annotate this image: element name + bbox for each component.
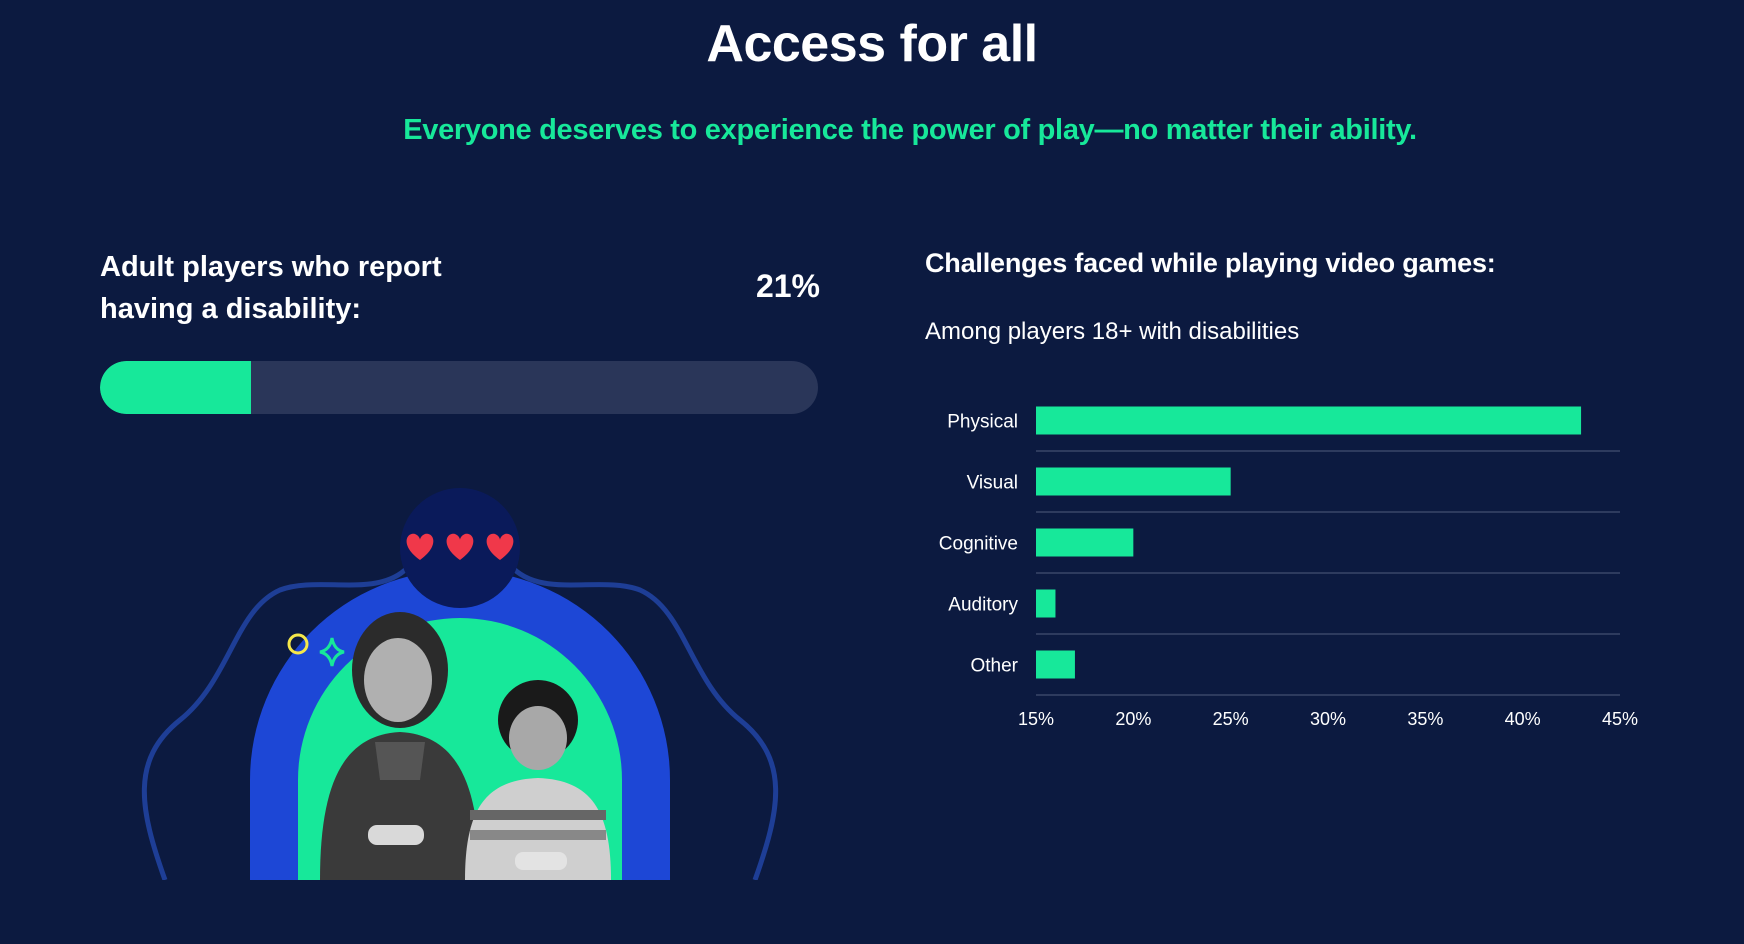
x-tick-label: 30% bbox=[1310, 709, 1346, 729]
chart-title: Challenges faced while playing video gam… bbox=[925, 248, 1496, 278]
bar bbox=[1036, 406, 1582, 435]
x-tick-label: 45% bbox=[1602, 709, 1638, 729]
gamers-illustration bbox=[141, 488, 779, 880]
progress-bar-fill bbox=[100, 361, 251, 414]
wavy-outline bbox=[141, 563, 779, 880]
bar bbox=[1036, 650, 1075, 679]
bar bbox=[1036, 467, 1231, 496]
progress-bar bbox=[100, 361, 818, 414]
diamond-sparkle-icon bbox=[319, 637, 345, 667]
player-child bbox=[465, 680, 611, 880]
x-tick-label: 20% bbox=[1115, 709, 1151, 729]
category-label: Physical bbox=[947, 412, 1018, 433]
bar bbox=[1036, 528, 1134, 557]
category-label: Visual bbox=[967, 473, 1018, 494]
player-adult bbox=[320, 612, 480, 880]
stat-label: Adult players who report having a disabi… bbox=[100, 251, 442, 325]
heart-icon bbox=[486, 533, 514, 560]
heart-icon bbox=[446, 533, 474, 560]
x-tick-label: 40% bbox=[1505, 709, 1541, 729]
category-label: Other bbox=[970, 656, 1018, 677]
heart-icon bbox=[406, 533, 434, 560]
category-label: Auditory bbox=[948, 595, 1018, 616]
page-subtitle: Everyone deserves to experience the powe… bbox=[403, 114, 1417, 146]
challenges-bar-chart: Physical Visual Cognitive Auditory Other 15% 2… bbox=[939, 406, 1638, 729]
stat-value: 21% bbox=[755, 268, 820, 304]
category-label: Cognitive bbox=[939, 534, 1018, 555]
page-title: Access for all bbox=[706, 15, 1038, 73]
circle-sparkle-icon bbox=[287, 633, 309, 655]
chart-subtitle: Among players 18+ with disabilities bbox=[925, 318, 1300, 345]
bar bbox=[1036, 589, 1056, 618]
x-tick-label: 25% bbox=[1213, 709, 1249, 729]
x-tick-label: 35% bbox=[1407, 709, 1443, 729]
x-tick-label: 15% bbox=[1018, 709, 1054, 729]
